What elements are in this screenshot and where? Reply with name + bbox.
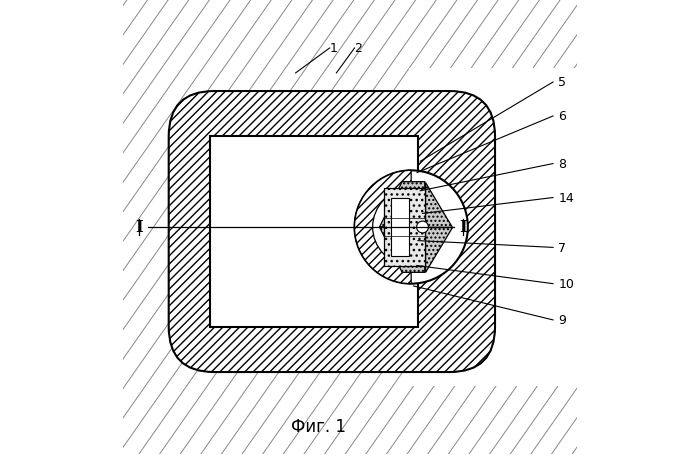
Bar [409, 69, 590, 386]
Text: I: I [459, 219, 467, 236]
Text: 14: 14 [559, 192, 574, 205]
Wedge shape [354, 171, 411, 284]
Circle shape [416, 222, 428, 233]
Text: 1: 1 [330, 42, 337, 56]
Polygon shape [425, 182, 452, 228]
FancyBboxPatch shape [169, 92, 495, 372]
Text: 5: 5 [559, 76, 566, 89]
Bar [391, 198, 409, 257]
Text: I: I [135, 219, 143, 236]
Bar [209, 137, 418, 327]
Text: 8: 8 [559, 158, 566, 171]
Circle shape [354, 171, 468, 284]
Text: 6: 6 [559, 110, 566, 123]
Polygon shape [379, 182, 425, 228]
Text: 2: 2 [354, 42, 363, 56]
Text: 10: 10 [559, 278, 575, 290]
Text: Фиг. 1: Фиг. 1 [290, 418, 346, 435]
Text: 9: 9 [559, 313, 566, 327]
Text: 7: 7 [559, 241, 566, 254]
Polygon shape [379, 228, 425, 273]
Polygon shape [425, 228, 452, 273]
FancyBboxPatch shape [169, 92, 495, 372]
Bar [384, 189, 425, 266]
